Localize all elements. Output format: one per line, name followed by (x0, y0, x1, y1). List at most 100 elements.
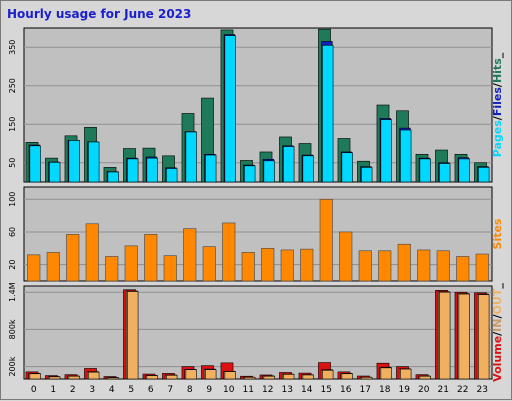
out-bar (419, 375, 431, 380)
out-bar (458, 293, 470, 380)
bottom-axis-label-part: IN (491, 318, 504, 331)
sites-bar (378, 250, 392, 282)
sites-bar (46, 252, 60, 282)
x-tick-label: 18 (379, 385, 391, 395)
sites-bar (241, 252, 255, 282)
top-axis-label-part: / (491, 82, 504, 87)
x-tick-label: 16 (340, 385, 352, 395)
bottom-axis-label-part: Volume (491, 336, 504, 382)
bottom-plot-area (23, 285, 493, 380)
pages-bar (302, 155, 314, 183)
out-bar (146, 375, 158, 380)
pages-bar (380, 119, 392, 183)
pages-bar (166, 168, 178, 183)
out-bar (127, 291, 139, 380)
pages-bar (458, 158, 470, 183)
x-tick-label: 21 (438, 385, 449, 395)
pages-bar (283, 146, 295, 183)
middle-y-tick-label: 60 (8, 227, 17, 237)
x-tick-label: 5 (128, 385, 134, 395)
sites-bar (66, 234, 80, 282)
pages-bar (146, 157, 158, 183)
pages-bar (205, 154, 217, 183)
x-tick-label: 19 (399, 385, 411, 395)
bottom-axis-label: Volume/IN/OUT_ (491, 283, 504, 382)
top-axis-label: Pages/Files/Hits_ (491, 52, 504, 157)
x-tick-label: 9 (206, 385, 212, 395)
x-tick-label: 10 (223, 385, 235, 395)
pages-bar (322, 45, 334, 183)
bottom-axis-label-part: OUT (491, 288, 504, 314)
out-bar (185, 369, 197, 380)
sites-bar (300, 248, 314, 282)
sites-bar (339, 231, 353, 282)
x-tick-label: 11 (243, 385, 254, 395)
sites-bar (27, 254, 41, 282)
x-tick-label: 3 (89, 385, 95, 395)
out-bar (380, 367, 392, 380)
out-bar (244, 376, 256, 380)
sites-bar (417, 249, 431, 282)
pages-bar (439, 163, 451, 183)
pages-bar (224, 35, 236, 183)
sites-bar (475, 253, 489, 282)
top-y-tick-label: 250 (8, 78, 17, 93)
x-tick-label: 13 (282, 385, 293, 395)
pages-bar (185, 131, 197, 183)
x-tick-label: 17 (360, 385, 371, 395)
top-axis-label-part: Pages (491, 120, 504, 158)
sites-bar (144, 234, 158, 282)
top-axis-label-part: _ (491, 52, 504, 58)
out-bar (49, 376, 61, 380)
middle-axis-label: Sites (491, 218, 504, 249)
out-bar (29, 373, 41, 380)
top-axis-label-part: / (491, 115, 504, 120)
top-y-tick-label: 350 (8, 40, 17, 55)
x-tick-label: 14 (301, 385, 313, 395)
pages-bar (478, 167, 490, 183)
out-bar (88, 371, 100, 380)
middle-y-tick-label: 20 (8, 260, 17, 270)
x-tick-label: 20 (418, 385, 430, 395)
pages-bar (341, 152, 353, 183)
sites-bar (456, 256, 470, 282)
out-bar (478, 294, 490, 380)
out-bar (361, 376, 373, 380)
pages-bar (127, 158, 139, 183)
x-tick-label: 8 (187, 385, 193, 395)
bottom-axis-label-part: / (491, 313, 504, 318)
pages-bar (88, 141, 100, 183)
x-tick-label: 22 (457, 385, 468, 395)
sites-bar (202, 246, 216, 282)
top-y-tick-label: 150 (8, 117, 17, 132)
sites-bar (319, 198, 333, 282)
x-tick-label: 1 (50, 385, 56, 395)
pages-bar (107, 171, 119, 183)
x-tick-label: 4 (109, 385, 115, 395)
bottom-y-tick-label: 1.4M (8, 282, 17, 302)
out-bar (263, 375, 275, 380)
bottom-y-tick-label: 800k (8, 319, 17, 339)
x-tick-label: 6 (148, 385, 154, 395)
sites-bar (436, 250, 450, 282)
pages-bar (400, 129, 412, 183)
sites-bar (280, 249, 294, 282)
chart-title: Hourly usage for June 2023 (7, 7, 192, 21)
pages-bar (419, 158, 431, 183)
middle-y-tick-label: 100 (8, 192, 17, 207)
sites-bar (124, 245, 138, 282)
x-tick-label: 7 (167, 385, 173, 395)
out-bar (107, 377, 119, 380)
out-bar (439, 291, 451, 380)
x-tick-label: 2 (70, 385, 76, 395)
out-bar (322, 370, 334, 380)
out-bar (283, 374, 295, 380)
pages-bar (68, 140, 80, 183)
x-tick-label: 0 (31, 385, 37, 395)
bottom-axis-label-part: / (491, 331, 504, 336)
bottom-y-tick-label: 200k (8, 356, 17, 376)
sites-bar (105, 256, 119, 282)
top-plot-area (23, 27, 493, 183)
out-bar (341, 373, 353, 380)
pages-bar (29, 145, 41, 183)
